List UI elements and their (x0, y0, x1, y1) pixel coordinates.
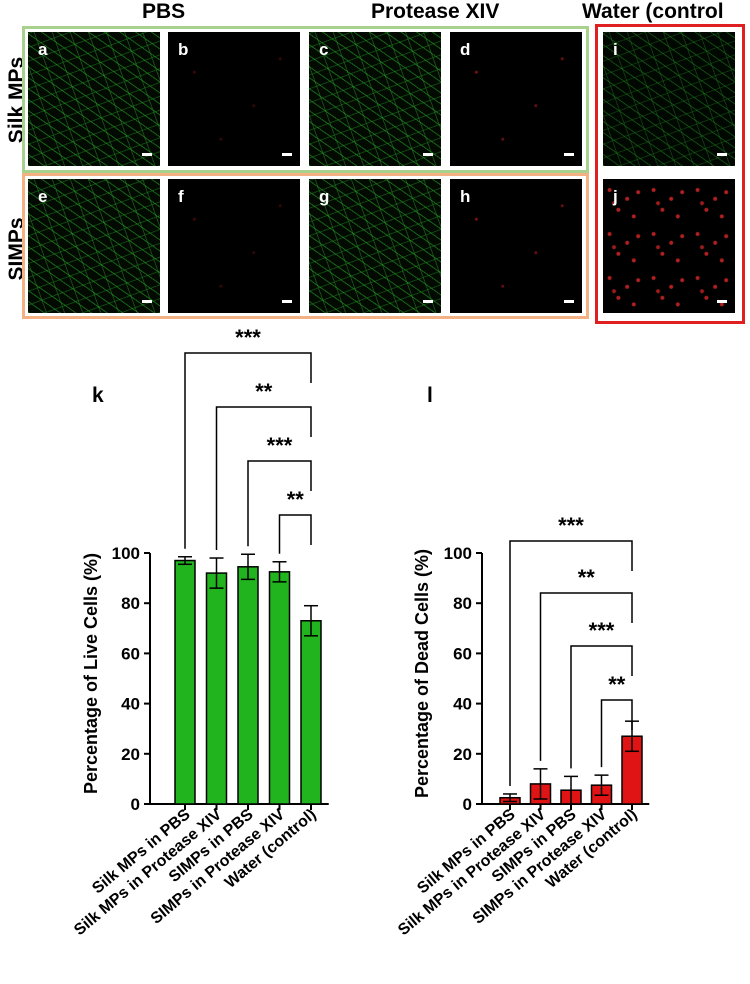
significance-label: ** (255, 379, 273, 404)
micrograph-panel-i: i (603, 32, 735, 166)
panel-label: b (178, 40, 189, 59)
micrograph-panel-h: h (450, 179, 582, 313)
panel-label: h (460, 187, 471, 206)
panel-label: j (613, 187, 618, 206)
y-axis-label: Percentage of Dead Cells (%) (412, 549, 432, 798)
bar (237, 566, 259, 805)
significance-bracket (184, 352, 312, 549)
significance-bracket (509, 540, 633, 786)
significance-bracket (247, 460, 312, 547)
panel-label: f (178, 187, 184, 206)
scale-bar (717, 153, 727, 156)
silk-mps-frame (22, 26, 589, 173)
significance-label: ** (578, 565, 596, 590)
significance-label: *** (558, 513, 584, 538)
micrograph-panel-e: e (28, 179, 160, 313)
panel-label: k (92, 384, 104, 407)
panel-label: e (38, 187, 48, 206)
scale-bar (717, 300, 727, 303)
micrograph-panel-b: b (168, 32, 300, 166)
y-tick-label: 0 (463, 795, 472, 814)
micrograph-panel-a: a (28, 32, 160, 166)
scale-bar (142, 300, 152, 303)
y-tick-label: 60 (453, 644, 472, 663)
col-title-water: Water (control (582, 0, 724, 23)
micrograph-panel-g: g (309, 179, 441, 313)
significance-bracket (215, 406, 312, 551)
chart-k: k 0 20 40 60 80 100 Percentage of Live Cells (%… (71, 325, 329, 939)
col-title-pbs: PBS (142, 0, 186, 23)
bar (205, 572, 228, 805)
significance-bracket (539, 592, 633, 761)
scale-bar (564, 300, 574, 303)
scale-bar (142, 153, 152, 156)
significance-bracket (600, 699, 633, 768)
simps-frame (22, 173, 589, 319)
panel-label: d (460, 40, 471, 59)
scale-bar (282, 153, 292, 156)
y-tick-label: 100 (444, 544, 472, 563)
significance-label: ** (608, 672, 626, 697)
significance-label: *** (235, 325, 261, 350)
water-control-frame (595, 24, 745, 324)
bar (174, 559, 196, 805)
scale-bar (564, 153, 574, 156)
micrograph-panel-d: d (450, 32, 582, 166)
micrograph-panel-f: f (168, 179, 300, 313)
scale-bar (282, 300, 292, 303)
scale-bar (423, 153, 433, 156)
y-tick-label: 40 (453, 695, 472, 714)
y-tick-label: 20 (121, 745, 140, 764)
panel-label: a (38, 40, 48, 59)
chart-l: l 0 20 40 60 80 100 Percentage of Dead Cells (%… (395, 384, 650, 939)
y-axis-label: Percentage of Live Cells (%) (81, 553, 101, 794)
panel-label: i (613, 40, 618, 59)
panel-label: c (319, 40, 329, 59)
col-title-protease: Protease XIV (371, 0, 500, 23)
significance-label: ** (287, 487, 305, 512)
y-tick-label: 60 (121, 644, 140, 663)
scale-bar (423, 300, 433, 303)
micrograph-panel-c: c (309, 32, 441, 166)
significance-label: *** (267, 433, 293, 458)
y-tick-label: 80 (121, 594, 140, 613)
significance-bracket (278, 514, 312, 554)
bar (300, 620, 322, 805)
y-tick-label: 20 (453, 745, 472, 764)
y-tick-label: 80 (453, 594, 472, 613)
y-tick-label: 40 (121, 695, 140, 714)
y-tick-label: 0 (131, 795, 140, 814)
micrograph-panel-j: j (603, 179, 735, 313)
panel-label: l (427, 384, 433, 407)
bar-charts: k 0 20 40 60 80 100 Percentage of Live Cells (%… (71, 325, 650, 939)
significance-label: *** (589, 618, 615, 643)
significance-bracket (570, 645, 633, 769)
panel-label: g (319, 187, 330, 206)
y-tick-label: 100 (112, 544, 140, 563)
bar (268, 571, 291, 805)
